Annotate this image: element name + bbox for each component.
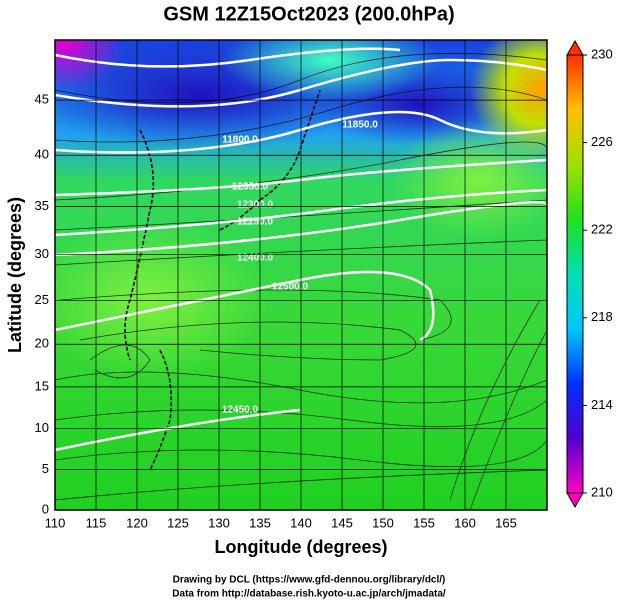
colorbar-tick-label: 226 [591,134,613,149]
y-tick-label: 10 [35,420,49,435]
streamlines [55,52,547,510]
contour-label: 11850.0 [342,120,378,131]
y-tick-label: 25 [35,292,49,307]
x-tick-label: 155 [413,515,435,530]
contour-label: 12300.0 [237,200,274,211]
contour-label: 11800.0 [222,135,258,146]
y-tick-label: 45 [35,92,49,107]
colorbar-tick-label: 218 [591,309,613,324]
x-tick-label: 130 [208,515,230,530]
x-tick-label: 115 [86,515,107,530]
plot-frame [54,39,548,511]
footer-line: Drawing by DCL (https://www.gfd-dennou.o… [173,575,446,586]
colorbar: 210 214 218 222 226 230 [566,39,613,509]
colorbar-top [566,39,584,56]
y-tick-label: 40 [35,147,49,162]
x-tick-label: 125 [167,515,189,530]
y-tick-label: 0 [42,501,49,516]
contour-label: 12400.0 [237,253,274,264]
contour-label: 12250.0 [237,217,274,228]
y-tick-label: 15 [35,378,49,393]
x-tick-label: 120 [126,515,148,530]
colorbar-tick-label: 214 [591,397,613,412]
x-axis-label: Longitude (degrees) [214,537,387,557]
colorbar-tick-label: 230 [591,46,613,61]
contour-label: 12500.0 [272,282,309,293]
contour-label: 12350.0 [232,182,269,193]
colorbar-bottom [566,492,584,509]
x-tick-label: 110 [45,515,66,530]
contours [55,47,547,452]
x-tick-label: 140 [290,515,312,530]
x-tick-label: 145 [331,515,353,530]
colorbar-body [566,54,584,494]
colorbar-tick-label: 222 [591,222,613,237]
footer-line: Data from http://database.rish.kyoto-u.a… [172,589,446,600]
x-tick-label: 150 [372,515,394,530]
title: GSM 12Z15Oct2023 (200.0hPa) [163,3,454,25]
x-tick-label: 135 [249,515,271,530]
y-axis-label: Latitude (degrees) [5,197,25,353]
y-tick-label: 20 [35,336,49,351]
y-tick-label: 30 [35,246,49,261]
x-tick-label: 165 [495,515,517,530]
colorbar-tick-label: 210 [591,484,613,499]
y-tick-label: 35 [35,198,49,213]
y-tick-label: 5 [42,461,49,476]
x-tick-label: 160 [454,515,476,530]
contour-labels: 11800.0 11850.0 12350.0 12300.0 12250.0 12400… [222,120,378,416]
contour-label: 12450.0 [222,405,259,416]
